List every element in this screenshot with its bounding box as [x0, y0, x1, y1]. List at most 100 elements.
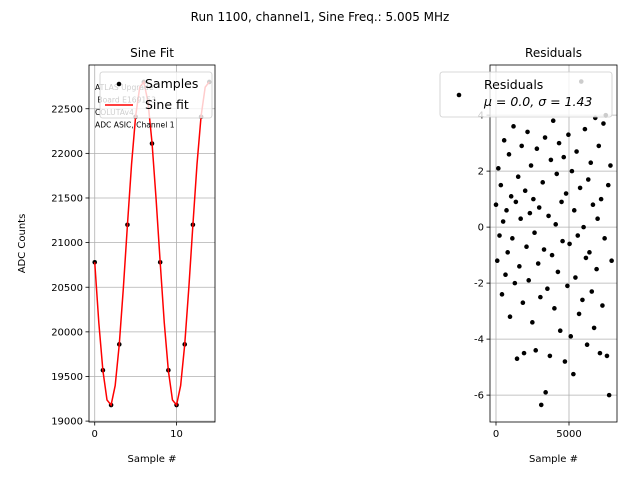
point [576, 311, 582, 317]
point [585, 177, 591, 182]
point [542, 135, 548, 140]
point [569, 168, 575, 174]
point [494, 258, 500, 264]
point [595, 216, 600, 222]
point [532, 230, 537, 236]
point [541, 247, 547, 252]
point [600, 303, 605, 308]
point [554, 171, 560, 177]
point [513, 199, 519, 205]
y-tick-label: 19000 [51, 417, 83, 428]
point [511, 124, 516, 129]
point [581, 224, 586, 230]
figure-title: Run 1100, channel1, Sine Freq.: 5.005 MH… [191, 10, 450, 24]
point [547, 353, 553, 359]
point [536, 205, 542, 210]
y-tick-label: -2 [474, 279, 484, 290]
point [608, 163, 613, 168]
point [534, 146, 540, 152]
point [567, 241, 572, 247]
legend-note: μ = 0.0, σ = 1.43 [483, 94, 592, 109]
point [587, 250, 592, 255]
point [521, 350, 527, 356]
point [574, 149, 579, 154]
legend-box [99, 71, 213, 119]
point [568, 334, 574, 339]
point [565, 283, 570, 289]
point [543, 390, 548, 395]
point [496, 166, 501, 171]
point [602, 236, 607, 241]
axes-frame [88, 64, 216, 423]
axes-title: Sine Fit [130, 46, 174, 60]
point [562, 359, 568, 364]
legend-box [439, 71, 613, 118]
legend: Samples Sine fit [99, 71, 213, 119]
point [550, 118, 556, 124]
point [609, 258, 614, 264]
subplot: 0 10 19000 19500 20000 20500 21000 21500 22000 22… [17, 46, 216, 465]
point [552, 306, 557, 311]
point [505, 250, 510, 255]
point [553, 222, 559, 227]
annotation: ADC ASIC, Channel 1 [95, 121, 175, 130]
point [524, 244, 529, 250]
point [563, 191, 569, 196]
point [571, 371, 576, 377]
point [520, 300, 526, 306]
y-tick-label: 0 [478, 223, 484, 234]
point [504, 208, 509, 213]
point [538, 402, 544, 408]
point [530, 320, 535, 325]
y-tick-label: 22000 [51, 149, 83, 160]
point [584, 342, 590, 348]
point [589, 289, 595, 294]
x-axis-label: Sample # [127, 454, 176, 465]
point [605, 182, 611, 188]
fit-line [93, 80, 210, 407]
x-tick-label: 0 [92, 429, 98, 440]
point [556, 140, 562, 146]
y-tick-label: 20000 [51, 327, 83, 338]
y-tick-label: 19500 [51, 372, 83, 383]
point [522, 188, 528, 194]
point [500, 219, 506, 224]
legend: Residuals μ = 0.0, σ = 1.43 [439, 71, 613, 118]
point [535, 261, 541, 266]
point [531, 196, 536, 202]
legend-marker [116, 81, 122, 87]
point [606, 392, 612, 398]
point [546, 213, 551, 219]
y-tick-label: -6 [474, 391, 484, 402]
point [566, 132, 571, 138]
point [590, 202, 596, 208]
point [573, 275, 578, 280]
point [540, 180, 546, 185]
point [588, 160, 594, 166]
point [548, 157, 554, 163]
legend-label: Sine fit [145, 97, 189, 112]
point [571, 208, 577, 213]
axes-title: Residuals [525, 46, 582, 60]
point [580, 297, 585, 303]
y-tick-label: 2 [478, 167, 484, 178]
x-tick-label: 5000 [556, 429, 581, 440]
plot-area [493, 79, 614, 408]
point [549, 252, 555, 258]
y-tick-label: 20500 [51, 283, 83, 294]
point [517, 264, 522, 269]
point [582, 126, 588, 132]
point [557, 328, 563, 334]
point [515, 174, 521, 180]
point [601, 121, 606, 126]
point [591, 325, 597, 331]
y-tick-label: 22500 [51, 104, 83, 115]
point [501, 138, 507, 143]
point [538, 294, 543, 300]
point [525, 129, 530, 135]
point [560, 238, 565, 244]
point [575, 233, 581, 238]
point [518, 216, 523, 222]
point [499, 292, 505, 297]
legend-marker [456, 92, 462, 98]
